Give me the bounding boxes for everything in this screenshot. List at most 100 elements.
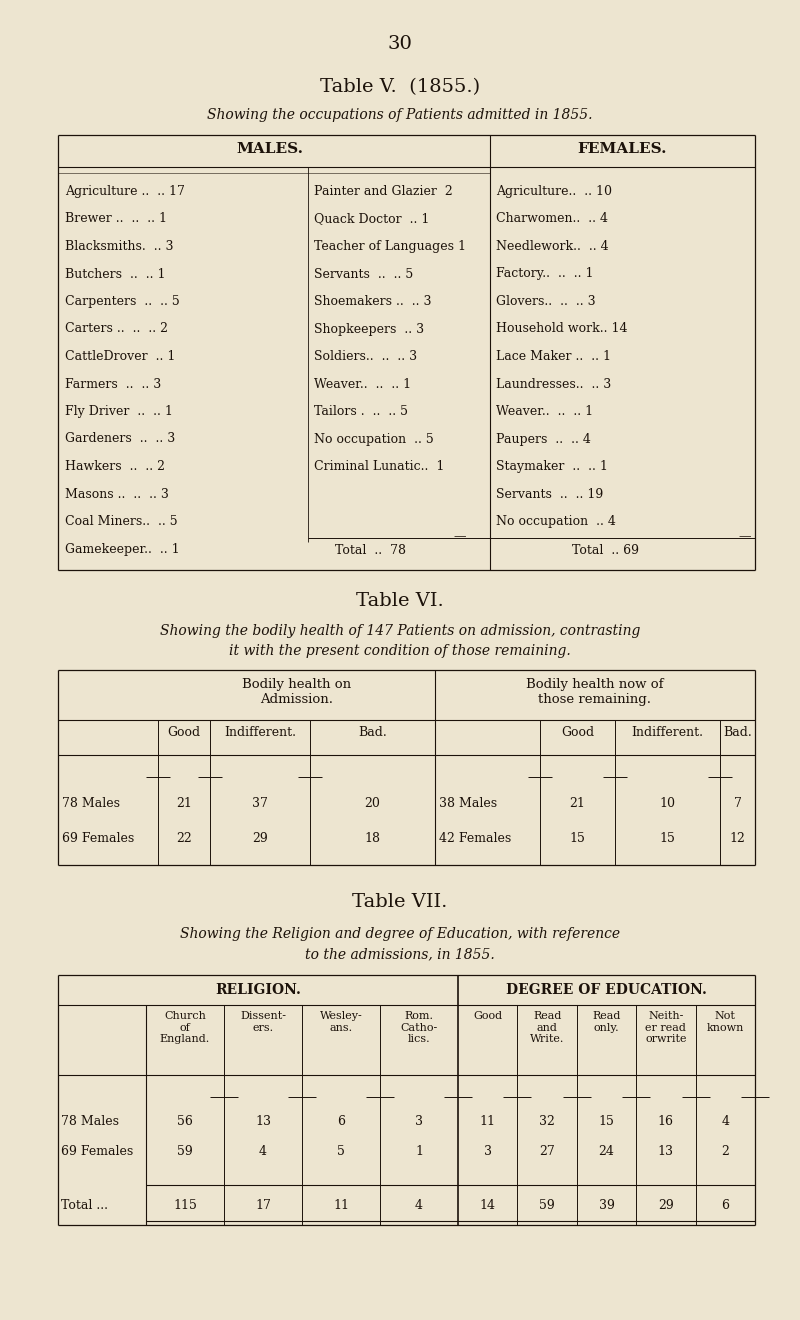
Text: 29: 29 [658, 1199, 674, 1212]
Text: 21: 21 [176, 797, 192, 810]
Text: Factory..  ..  .. 1: Factory.. .. .. 1 [496, 268, 594, 281]
Text: 4: 4 [259, 1144, 267, 1158]
Text: 20: 20 [365, 797, 381, 810]
Text: Staymaker  ..  .. 1: Staymaker .. .. 1 [496, 459, 608, 473]
Text: Showing the Religion and degree of Education, with reference: Showing the Religion and degree of Educa… [180, 927, 620, 941]
Text: —: — [454, 531, 466, 543]
Text: 16: 16 [658, 1115, 674, 1129]
Text: 24: 24 [598, 1144, 614, 1158]
Text: 38 Males: 38 Males [439, 797, 497, 810]
Text: 42 Females: 42 Females [439, 832, 511, 845]
Text: Rom.
Catho-
lics.: Rom. Catho- lics. [400, 1011, 438, 1044]
Text: 11: 11 [333, 1199, 349, 1212]
Text: Quack Doctor  .. 1: Quack Doctor .. 1 [314, 213, 430, 226]
Text: 29: 29 [252, 832, 268, 845]
Text: Table VI.: Table VI. [356, 591, 444, 610]
Text: Table V.  (1855.): Table V. (1855.) [320, 78, 480, 96]
Text: FEMALES.: FEMALES. [578, 143, 666, 156]
Text: Showing the occupations of Patients admitted in 1855.: Showing the occupations of Patients admi… [207, 108, 593, 121]
Text: Total ...: Total ... [61, 1199, 108, 1212]
Text: to the admissions, in 1855.: to the admissions, in 1855. [305, 946, 495, 961]
Text: Carters ..  ..  .. 2: Carters .. .. .. 2 [65, 322, 168, 335]
Text: 78 Males: 78 Males [61, 1115, 119, 1129]
Text: Tailors .  ..  .. 5: Tailors . .. .. 5 [314, 405, 408, 418]
Text: Criminal Lunatic..  1: Criminal Lunatic.. 1 [314, 459, 444, 473]
Text: Bad.: Bad. [723, 726, 752, 739]
Text: Glovers..  ..  .. 3: Glovers.. .. .. 3 [496, 294, 596, 308]
Text: 4: 4 [722, 1115, 730, 1129]
Text: RELIGION.: RELIGION. [215, 983, 301, 997]
Text: Agriculture..  .. 10: Agriculture.. .. 10 [496, 185, 612, 198]
Text: Not
known: Not known [706, 1011, 744, 1032]
Text: Shoemakers ..  .. 3: Shoemakers .. .. 3 [314, 294, 431, 308]
Text: 69 Females: 69 Females [61, 1144, 134, 1158]
Text: Bodily health on
Admission.: Bodily health on Admission. [242, 678, 351, 706]
Text: 7: 7 [734, 797, 742, 810]
Text: Shopkeepers  .. 3: Shopkeepers .. 3 [314, 322, 424, 335]
Text: 39: 39 [598, 1199, 614, 1212]
Text: 69 Females: 69 Females [62, 832, 134, 845]
Text: 37: 37 [252, 797, 268, 810]
Text: No occupation  .. 4: No occupation .. 4 [496, 515, 616, 528]
Text: Indifferent.: Indifferent. [224, 726, 296, 739]
Text: Hawkers  ..  .. 2: Hawkers .. .. 2 [65, 459, 165, 473]
Text: 13: 13 [255, 1115, 271, 1129]
Text: Brewer ..  ..  .. 1: Brewer .. .. .. 1 [65, 213, 167, 226]
Text: 2: 2 [722, 1144, 730, 1158]
Text: Fly Driver  ..  .. 1: Fly Driver .. .. 1 [65, 405, 173, 418]
Text: 59: 59 [539, 1199, 555, 1212]
Text: Bodily health now of
those remaining.: Bodily health now of those remaining. [526, 678, 664, 706]
Text: 5: 5 [337, 1144, 345, 1158]
Text: 78 Males: 78 Males [62, 797, 120, 810]
Text: 59: 59 [177, 1144, 193, 1158]
Text: it with the present condition of those remaining.: it with the present condition of those r… [229, 644, 571, 657]
Text: 15: 15 [598, 1115, 614, 1129]
Text: Gamekeeper..  .. 1: Gamekeeper.. .. 1 [65, 543, 180, 556]
Text: Table VII.: Table VII. [352, 894, 448, 911]
Text: Needlework..  .. 4: Needlework.. .. 4 [496, 240, 609, 253]
Text: 13: 13 [658, 1144, 674, 1158]
Text: Coal Miners..  .. 5: Coal Miners.. .. 5 [65, 515, 178, 528]
Text: Paupers  ..  .. 4: Paupers .. .. 4 [496, 433, 591, 446]
Text: Indifferent.: Indifferent. [631, 726, 703, 739]
Text: Soldiers..  ..  .. 3: Soldiers.. .. .. 3 [314, 350, 417, 363]
Text: Lace Maker ..  .. 1: Lace Maker .. .. 1 [496, 350, 611, 363]
Text: Servants  ..  .. 19: Servants .. .. 19 [496, 487, 603, 500]
Text: Total  ..  78: Total .. 78 [335, 544, 406, 557]
Text: Read
only.: Read only. [592, 1011, 621, 1032]
Text: 4: 4 [415, 1199, 423, 1212]
Text: Butchers  ..  .. 1: Butchers .. .. 1 [65, 268, 166, 281]
Text: Painter and Glazier  2: Painter and Glazier 2 [314, 185, 453, 198]
Text: 56: 56 [177, 1115, 193, 1129]
Text: CattleDrover  .. 1: CattleDrover .. 1 [65, 350, 175, 363]
Text: 21: 21 [570, 797, 586, 810]
Text: No occupation  .. 5: No occupation .. 5 [314, 433, 434, 446]
Text: 6: 6 [722, 1199, 730, 1212]
Text: Carpenters  ..  .. 5: Carpenters .. .. 5 [65, 294, 180, 308]
Text: 115: 115 [173, 1199, 197, 1212]
Text: 3: 3 [484, 1144, 492, 1158]
Text: 15: 15 [570, 832, 586, 845]
Text: Charwomen..  .. 4: Charwomen.. .. 4 [496, 213, 608, 226]
Text: Neith-
er read
orwrite: Neith- er read orwrite [645, 1011, 686, 1044]
Text: 14: 14 [480, 1199, 496, 1212]
Text: 12: 12 [730, 832, 746, 845]
Text: Bad.: Bad. [358, 726, 387, 739]
Text: Gardeners  ..  .. 3: Gardeners .. .. 3 [65, 433, 175, 446]
Text: Weaver..  ..  .. 1: Weaver.. .. .. 1 [314, 378, 411, 391]
Text: 22: 22 [176, 832, 192, 845]
Text: Showing the bodily health of 147 Patients on admission, contrasting: Showing the bodily health of 147 Patient… [160, 624, 640, 638]
Text: Servants  ..  .. 5: Servants .. .. 5 [314, 268, 414, 281]
Text: 1: 1 [415, 1144, 423, 1158]
Text: 17: 17 [255, 1199, 271, 1212]
Text: Read
and
Write.: Read and Write. [530, 1011, 564, 1044]
Text: 18: 18 [365, 832, 381, 845]
Text: Farmers  ..  .. 3: Farmers .. .. 3 [65, 378, 162, 391]
Text: Teacher of Languages 1: Teacher of Languages 1 [314, 240, 466, 253]
Text: 11: 11 [480, 1115, 496, 1129]
Text: Weaver..  ..  .. 1: Weaver.. .. .. 1 [496, 405, 593, 418]
Text: 6: 6 [337, 1115, 345, 1129]
Text: Good: Good [473, 1011, 502, 1020]
Text: 30: 30 [387, 36, 413, 53]
Text: 10: 10 [659, 797, 675, 810]
